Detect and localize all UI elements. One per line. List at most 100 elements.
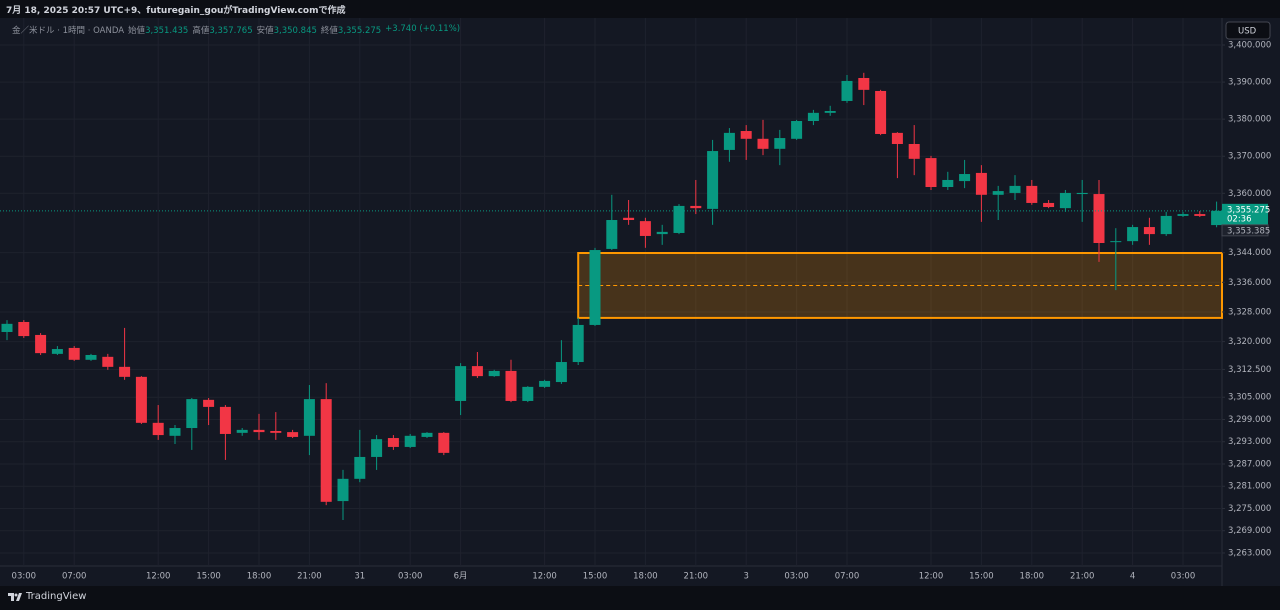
last-price-label: 3,355.275 [1227,205,1270,215]
x-tick-label: 15:00 [583,572,608,582]
x-tick-label: 31 [354,572,365,582]
x-tick-label: 21:00 [1070,572,1095,582]
ohlc-item: 始値3,351.435 [128,24,188,36]
candle-body [690,205,702,209]
ohlc-value: 3,355.275 [337,26,382,36]
y-tick-label: 3,293.000 [1228,437,1271,447]
candle-body [589,250,601,325]
candle-body [471,366,483,377]
legend: 金／米ドル · 1時間 · OANDA 始値3,351.435 高値3,357.76… [12,24,460,36]
y-tick-label: 3,299.000 [1228,415,1271,425]
candle-body [942,179,954,188]
candle-body [1009,185,1021,193]
candle-body [891,132,903,144]
candle-body [337,478,349,502]
caption: 7月 18, 2025 20:57 UTC+9、futuregain_gouがT… [6,6,346,16]
x-tick-label: 12:00 [146,572,171,582]
x-tick-label: 03:00 [398,572,423,582]
ohlc-value: 3,350.845 [273,26,317,36]
candle-body [740,131,752,139]
bid-label: 3,353.385 [1227,226,1270,236]
footer: TradingView [8,591,86,602]
y-tick-label: 3,328.000 [1228,307,1271,317]
candle-body [1110,241,1122,243]
candle-body [303,399,315,436]
candle-body [824,110,836,113]
y-tick-label: 3,275.000 [1228,504,1271,514]
countdown: 02:36 [1227,214,1252,224]
zone-layer [577,252,1223,319]
candle-body [841,80,853,101]
x-tick-label: 18:00 [247,572,272,582]
candle-body [152,422,164,436]
candle-body [18,321,30,337]
x-tick-label: 6月 [454,572,468,582]
y-tick-label: 3,263.000 [1228,548,1271,558]
change: +3.740 (+0.11%) [385,24,461,34]
candle-body [757,138,769,149]
candle-body [270,430,282,433]
x-tick-label: 03:00 [1171,572,1196,582]
x-tick-label: 15:00 [969,572,994,582]
candle-body [908,143,920,159]
candle-body [774,138,786,149]
ohlc-label: 始値 [128,26,146,36]
x-tick-label: 21:00 [297,572,322,582]
candle-body [1,323,13,332]
candle-body [656,231,668,235]
plot-background [0,18,1222,586]
candle-body [1143,227,1155,235]
y-tick-label: 3,344.000 [1228,248,1271,258]
candle-body [807,112,819,122]
candle-body [1177,214,1189,216]
ohlc-value: 3,351.435 [145,26,189,36]
candle-body [1026,185,1038,203]
candle-body [505,370,517,401]
ohlc-item: 安値3,350.845 [257,24,317,36]
candle-body [1043,202,1055,208]
candle-body [85,354,97,360]
candle-body [1076,192,1088,195]
x-tick-label: 07:00 [835,572,860,582]
candle-body [169,428,181,436]
candle-body [51,349,63,354]
y-tick-label: 3,336.000 [1228,278,1271,288]
ohlc-item: 終値3,355.275 [321,24,381,36]
candle-body [858,77,870,90]
y-tick-label: 3,390.000 [1228,78,1271,88]
candle-body [1127,227,1139,242]
candle-body [1211,210,1223,226]
candle-body [35,334,47,354]
y-tick-label: 3,320.000 [1228,337,1271,347]
currency-button[interactable] [1225,21,1271,40]
candle-body [287,432,299,437]
bid-box [1221,224,1269,237]
candle-body [438,432,450,453]
candle-body [606,220,618,249]
x-tick-label: 4 [1130,572,1135,582]
candle-body [354,456,366,479]
x-tick-label: 12:00 [532,572,557,582]
ohlc-value: 3,357.765 [209,26,253,36]
candle-body [975,172,987,195]
candle-body [623,217,635,221]
candle-body [723,132,735,150]
brand: TradingView [26,591,87,602]
candle-body [1160,215,1172,235]
x-tick-label: 15:00 [196,572,221,582]
ohlc-item: 高値3,357.765 [192,24,252,36]
axes: 3,400.000 3,390.000 3,380.000 3,370.000 3,36… [0,40,1271,582]
candle-body [371,439,383,457]
candle-body [135,376,147,423]
candle-body [1059,192,1071,209]
y-tick-label: 3,370.000 [1228,152,1271,162]
candle-body [572,324,584,363]
candle-body [875,90,887,134]
x-tick-label: 03:00 [784,572,809,582]
y-tick-label: 3,400.000 [1228,40,1271,50]
candle-body [673,205,685,233]
symbol-title: 金／米ドル · 1時間 · OANDA [12,26,125,36]
candle-body [959,174,971,182]
ohlc-label: 安値 [256,26,274,36]
